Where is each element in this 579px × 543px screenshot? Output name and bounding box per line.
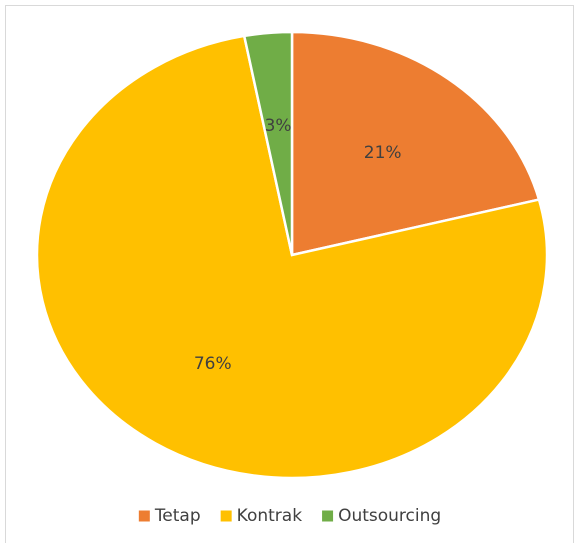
- pie-slice: [35, 34, 549, 480]
- pie-slice: [242, 30, 294, 256]
- legend-swatch: [220, 510, 232, 522]
- legend-label: Outsourcing: [338, 506, 441, 526]
- legend-swatch: [322, 510, 334, 522]
- pie-slice: [290, 30, 541, 257]
- legend-label: Kontrak: [237, 506, 303, 526]
- legend-swatch: [138, 510, 150, 522]
- data-label: 21%: [364, 143, 402, 163]
- legend-label: Tetap: [154, 506, 201, 526]
- data-label: 3%: [265, 116, 292, 136]
- data-label: 76%: [194, 354, 232, 374]
